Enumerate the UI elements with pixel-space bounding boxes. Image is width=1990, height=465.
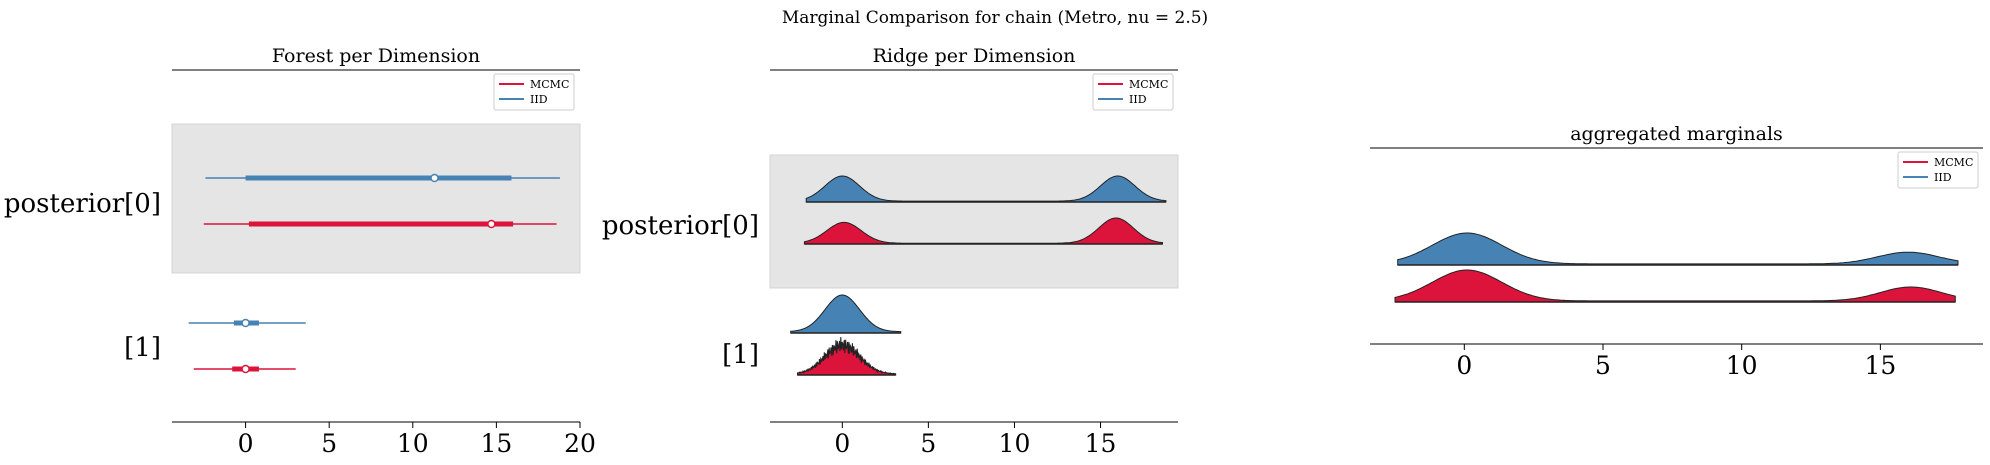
row-label: [1]: [722, 340, 759, 370]
median-point-iid: [241, 318, 250, 328]
median-point-mcmc: [241, 364, 250, 374]
x-tick-label: 0: [834, 429, 850, 458]
ridge-density-mcmc: [803, 217, 1163, 245]
figure-title: Marginal Comparison for chain (Metro, nu…: [782, 8, 1208, 28]
row-label: [1]: [124, 333, 161, 363]
x-tick-label: 0: [1456, 351, 1472, 380]
x-tick-label: 5: [1595, 351, 1611, 380]
x-tick-label: 10: [397, 429, 429, 458]
median-point-iid: [430, 173, 439, 183]
x-tick-label: 10: [1726, 351, 1758, 380]
median-point-mcmc: [487, 219, 496, 229]
x-tick-label: 15: [1085, 429, 1117, 458]
x-tick-label: 5: [321, 429, 337, 458]
legend: MCMC IID: [1897, 151, 1979, 189]
legend-label: IID: [530, 93, 548, 106]
ridge-density-iid: [1397, 232, 1959, 266]
ridge-density-iid: [790, 294, 902, 334]
x-tick-label: 20: [564, 429, 596, 458]
ridge-density-iid: [805, 175, 1167, 203]
legend-label: MCMC: [1129, 78, 1168, 91]
legend: MCMC IID: [493, 73, 575, 111]
x-tick-label: 10: [999, 429, 1031, 458]
x-tick-label: 15: [1864, 351, 1896, 380]
legend-label: MCMC: [1934, 156, 1973, 169]
row-label: posterior[0]: [4, 189, 161, 219]
x-tick-label: 15: [480, 429, 512, 458]
ridge-panel: Ridge per Dimension 0 5 10 15 posterior[0] [1]…: [602, 45, 1179, 458]
legend-label: MCMC: [530, 78, 569, 91]
panel-title: Forest per Dimension: [272, 45, 480, 67]
aggregated-panel: aggregated marginals 0 5 10 15 MCMC IID: [1370, 123, 1983, 380]
legend-label: IID: [1129, 93, 1147, 106]
panel-title: Ridge per Dimension: [873, 45, 1076, 67]
legend-label: IID: [1934, 171, 1952, 184]
row-band: [171, 123, 581, 274]
forest-panel: Forest per Dimension 0 5 10 15 20 posterior[0]…: [4, 45, 596, 458]
legend: MCMC IID: [1092, 73, 1174, 111]
ridge-density-mcmc: [1394, 269, 1956, 303]
panel-title: aggregated marginals: [1570, 123, 1783, 145]
x-tick-label: 0: [238, 429, 254, 458]
x-tick-label: 5: [920, 429, 936, 458]
row-label: posterior[0]: [602, 211, 759, 241]
ridge-density-mcmc: [797, 336, 897, 376]
